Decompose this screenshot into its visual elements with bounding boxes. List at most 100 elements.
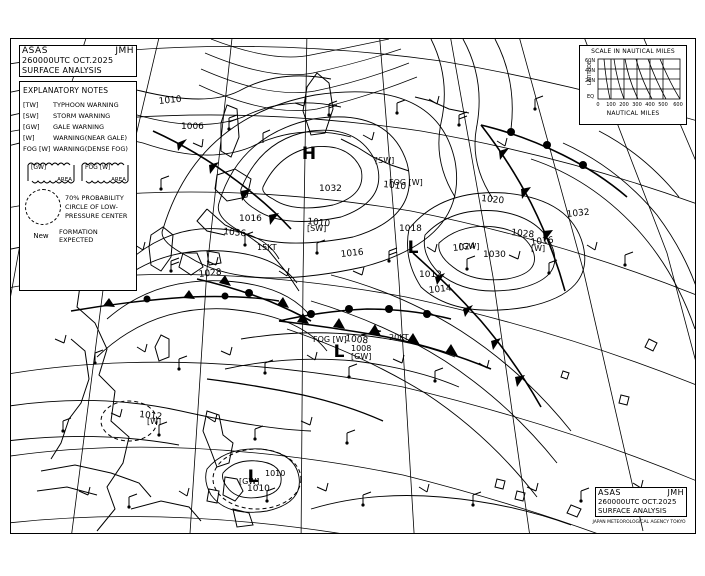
header-product: ASAS (22, 46, 48, 56)
new-formation-row: New FORMATION EXPECTED (23, 228, 133, 244)
legend-code: FOG [W] (23, 145, 51, 153)
warning-area-code: [GW] (31, 164, 47, 171)
legend-code: [SW] (23, 112, 39, 120)
motion-annotation: 20KT (389, 333, 409, 342)
cold-front-2-pips (435, 273, 525, 387)
fog-area-label: AREA (111, 177, 126, 183)
legend-desc: WARNING(NEAR GALE) (53, 134, 127, 142)
scale-ytick: EQ (587, 94, 594, 100)
legend-item: FOG [W] WARNING(DENSE FOG) (23, 144, 133, 155)
pressure-system-symbol: L (408, 238, 419, 258)
cold-front-3-pips (177, 139, 279, 225)
map-frame: 1010 1016 1036 1028 1032 1010 1016 1018 1010 1014… (10, 38, 696, 534)
legend-area-samples: [GW] AREA FOG [W] AREA (23, 161, 133, 185)
scale-xtick: 200 (619, 102, 629, 108)
scale-xtick: 0 (596, 102, 599, 108)
occluded-front-1-marks (219, 275, 289, 308)
isobar-label: 1036 (223, 227, 247, 239)
chart-header-block: ASAS JMH 260000UTC OCT.2025 SURFACE ANAL… (19, 45, 137, 77)
legend-code: [TW] (23, 101, 39, 109)
motion-arrow (360, 328, 382, 336)
isobar-label: 1010 (383, 180, 407, 192)
isobar-label: 1010 (307, 217, 331, 229)
footer-title: SURFACE ANALYSIS (598, 506, 667, 515)
warning-tag: [W] (531, 244, 545, 253)
scalloped-border-icon (81, 162, 129, 184)
isobar-label: 1024 (452, 242, 476, 254)
chart-footer-block: ASAS JMH 260000UTC OCT.2025 SURFACE ANAL… (595, 487, 687, 517)
pressure-system-value: 1010 (265, 469, 285, 478)
warning-tag: [GW] (239, 477, 259, 486)
map-text-overlay: 1010 1016 1036 1028 1032 1010 1016 1018 1010 1014… (139, 95, 590, 494)
isobar-label: 1006 (181, 122, 204, 132)
isobar-label: 1028 (198, 268, 222, 280)
footer-credit: JAPAN METEOROLOGICAL AGENCY TOKYO (592, 520, 686, 525)
isobar-label: 1008 (345, 334, 369, 346)
isobar-label: 1018 (399, 224, 422, 234)
isobar-label: 1016 (239, 214, 262, 224)
isobar-label: 1012 (419, 270, 442, 280)
header-station: JMH (115, 46, 134, 56)
isobar-label: 1016 (530, 236, 554, 248)
stationary-front-1-marks (103, 290, 229, 307)
probability-circles (100, 400, 302, 510)
cold-front-4 (480, 124, 566, 292)
isobar-label: 1010 (158, 95, 182, 107)
scalloped-border-icon (27, 162, 75, 184)
warning-tag: [SW] (307, 224, 326, 233)
polar-arc-grid (198, 39, 418, 111)
scale-panel: SCALE IN NAUTICAL MILES (579, 45, 687, 125)
isobar-label: 1012 (139, 410, 163, 422)
legend-desc: GALE WARNING (53, 123, 104, 131)
legend-item: [TW] TYPHOON WARNING (23, 100, 133, 111)
warning-tag: [SW] (375, 156, 394, 165)
new-label: New (33, 232, 49, 240)
scale-ylabel: LATITUDE (587, 61, 593, 85)
footer-datetime: 260000UTC OCT.2025 (598, 497, 677, 506)
isobar-label: 1028 (511, 228, 535, 240)
legend-desc: TYPHOON WARNING (53, 101, 119, 109)
warm-front-2 (480, 124, 628, 198)
pressure-system-symbol: L (248, 467, 259, 487)
cold-front-4-pips (499, 148, 553, 242)
isobar-label: 1020 (481, 194, 505, 206)
scale-xtick: 600 (673, 102, 683, 108)
pressure-system-symbol: L (334, 342, 345, 362)
warning-tag: [GW] (459, 242, 479, 251)
header-product-row: ASAS JMH (22, 47, 134, 56)
cold-front-2 (412, 252, 542, 408)
pressure-system-symbol: H (302, 144, 316, 164)
cold-front-1 (278, 320, 492, 370)
warning-tag: [W] (147, 417, 161, 426)
fog-area-code: FOG [W] (85, 164, 111, 171)
scale-xtick: 300 (632, 102, 642, 108)
warning-tag: [GW] (351, 352, 371, 361)
footer-product: ASAS (598, 488, 621, 497)
warning-tag: FOG [W] (389, 178, 423, 187)
pressure-system-value: 1008 (351, 344, 371, 353)
isobar-label: 1032 (319, 184, 342, 194)
scale-xtick: 100 (606, 102, 616, 108)
legend-item: [SW] STORM WARNING (23, 111, 133, 122)
legend-code: [GW] (23, 123, 40, 131)
warning-area-sample: [GW] AREA (27, 161, 75, 185)
new-note: FORMATION EXPECTED (59, 228, 98, 244)
scale-ytick: 20N (585, 78, 595, 84)
motion-annotation: 15KT (257, 243, 277, 252)
scale-xlabel: NAUTICAL MILES (606, 110, 660, 117)
isobar-label: 1010 (247, 484, 270, 494)
legend-item: [GW] GALE WARNING (23, 122, 133, 133)
probability-circle-icon (25, 189, 61, 225)
probability-note: 70% PROBABILITY CIRCLE OF LOW-PRESSURE C… (65, 193, 128, 220)
scale-title: SCALE IN NAUTICAL MILES (591, 48, 675, 55)
surface-analysis-map (11, 39, 695, 533)
probability-legend-row: 70% PROBABILITY CIRCLE OF LOW-PRESSURE C… (23, 189, 133, 225)
occluded-front-1 (196, 278, 312, 322)
station-plots (54, 95, 644, 509)
header-title: SURFACE ANALYSIS (22, 65, 102, 75)
scale-nomogram: 60N 40N 20N EQ 0 100 200 300 400 500 600… (585, 58, 683, 108)
legend-desc: WARNING(DENSE FOG) (53, 145, 128, 153)
isobar-label: 1032 (566, 208, 590, 220)
header-datetime: 260000UTC OCT.2025 (22, 56, 114, 65)
